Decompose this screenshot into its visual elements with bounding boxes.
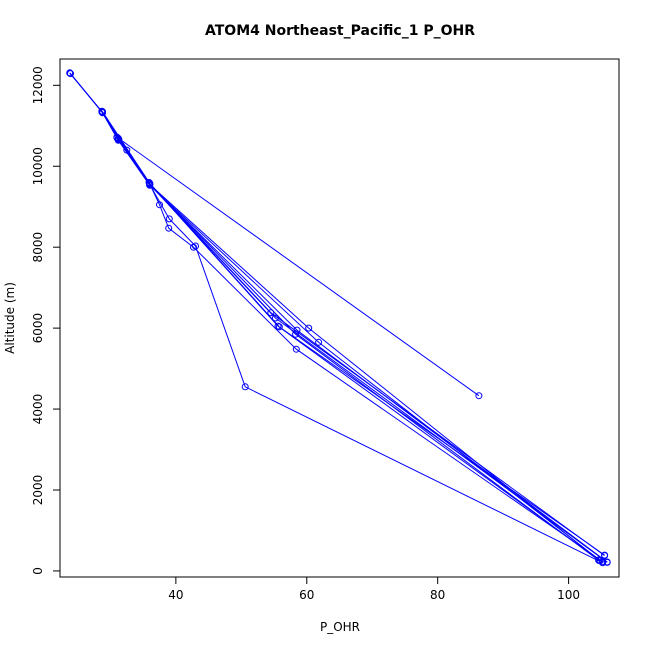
data-point <box>99 108 106 116</box>
series-layer <box>66 69 611 567</box>
y-tick-label: 12000 <box>31 66 45 104</box>
data-point <box>165 224 173 232</box>
data-point <box>67 70 74 78</box>
data-point <box>293 326 301 334</box>
series-line-2 <box>69 72 603 563</box>
data-point <box>271 314 279 322</box>
series-line-6 <box>102 112 600 561</box>
y-tick-label: 4000 <box>31 394 45 425</box>
data-point <box>146 181 154 189</box>
x-tick-label: 60 <box>299 588 314 602</box>
series-line-10 <box>116 136 608 563</box>
data-point <box>305 324 313 332</box>
data-point <box>165 215 173 223</box>
data-point <box>114 134 122 142</box>
data-point <box>156 201 163 209</box>
x-axis: 40 60 80 100 <box>168 576 580 602</box>
data-point <box>274 322 282 330</box>
series-line-9 <box>117 138 608 563</box>
series-line-3 <box>70 73 601 562</box>
y-tick-label: 0 <box>31 567 45 575</box>
y-tick-label: 8000 <box>31 232 45 263</box>
y-tick-label: 2000 <box>31 475 45 506</box>
x-tick-label: 100 <box>557 588 580 602</box>
series-line-8 <box>117 138 605 557</box>
data-point <box>601 552 609 560</box>
data-point <box>595 556 603 564</box>
data-point <box>66 69 74 77</box>
series-line-1 <box>69 72 603 564</box>
y-tick-label: 6000 <box>31 313 45 344</box>
data-point <box>475 392 483 400</box>
data-point <box>315 338 323 346</box>
data-point <box>275 323 283 331</box>
x-tick-label: 80 <box>430 588 445 602</box>
plot-frame <box>59 58 620 578</box>
series-line-4 <box>101 110 601 561</box>
data-point <box>603 558 611 566</box>
data-point <box>113 133 121 141</box>
y-tick-label: 10000 <box>31 147 45 185</box>
y-axis: 0 2000 4000 6000 8000 10000 12000 <box>31 66 61 575</box>
chart-title: ATOM4 Northeast_Pacific_1 P_OHR <box>205 23 475 39</box>
y-axis-label: Altitude (m) <box>3 282 17 354</box>
data-point <box>267 309 275 317</box>
series-line-7 <box>102 111 605 556</box>
x-tick-label: 40 <box>168 588 183 602</box>
data-point <box>190 243 197 251</box>
data-point <box>241 383 249 391</box>
x-axis-label: P_OHR <box>320 620 360 634</box>
data-point <box>292 345 300 353</box>
